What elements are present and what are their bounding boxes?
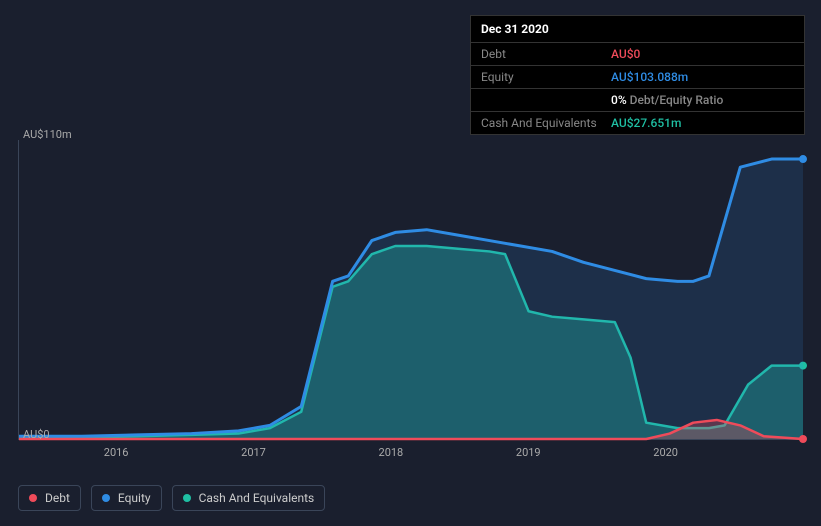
data-tooltip: Dec 31 2020 DebtAU$0EquityAU$103.088m0% … bbox=[470, 15, 805, 135]
legend-item[interactable]: Equity bbox=[91, 485, 162, 511]
legend-label: Cash And Equivalents bbox=[199, 491, 315, 505]
tooltip-row-value: 0% Debt/Equity Ratio bbox=[611, 93, 723, 107]
chart-container: Dec 31 2020 DebtAU$0EquityAU$103.088m0% … bbox=[0, 0, 821, 526]
tooltip-date: Dec 31 2020 bbox=[471, 16, 804, 43]
x-axis-label: 2017 bbox=[241, 446, 266, 459]
chart-plot-area bbox=[18, 140, 803, 440]
legend-dot-icon bbox=[183, 494, 191, 502]
tooltip-row: DebtAU$0 bbox=[471, 43, 804, 66]
x-axis-label: 2020 bbox=[653, 446, 678, 459]
x-axis-label: 2016 bbox=[104, 446, 129, 459]
legend-label: Equity bbox=[118, 491, 151, 505]
legend-dot-icon bbox=[102, 494, 110, 502]
tooltip-row: EquityAU$103.088m bbox=[471, 66, 804, 89]
tooltip-row-value: AU$103.088m bbox=[611, 70, 688, 84]
legend-label: Debt bbox=[45, 491, 70, 505]
x-axis-label: 2019 bbox=[516, 446, 541, 459]
tooltip-row-value: AU$27.651m bbox=[611, 116, 681, 130]
tooltip-row-label: Cash And Equivalents bbox=[481, 116, 611, 130]
y-axis-label: AU$110m bbox=[23, 128, 83, 141]
equity-series-endpoint bbox=[799, 155, 807, 163]
y-axis-label: AU$0 bbox=[23, 428, 83, 441]
tooltip-row-label: Equity bbox=[481, 70, 611, 84]
tooltip-row: 0% Debt/Equity Ratio bbox=[471, 89, 804, 112]
tooltip-row-label: Debt bbox=[481, 47, 611, 61]
chart-svg bbox=[19, 140, 803, 439]
debt-series-endpoint bbox=[799, 435, 807, 443]
equity-series-area bbox=[19, 159, 803, 439]
legend-item[interactable]: Cash And Equivalents bbox=[172, 485, 326, 511]
chart-legend: Debt Equity Cash And Equivalents bbox=[18, 485, 325, 511]
x-axis-label: 2018 bbox=[379, 446, 404, 459]
legend-item[interactable]: Debt bbox=[18, 485, 81, 511]
tooltip-row-value: AU$0 bbox=[611, 47, 640, 61]
legend-dot-icon bbox=[29, 494, 37, 502]
tooltip-row-label bbox=[481, 93, 611, 107]
tooltip-row: Cash And EquivalentsAU$27.651m bbox=[471, 112, 804, 134]
